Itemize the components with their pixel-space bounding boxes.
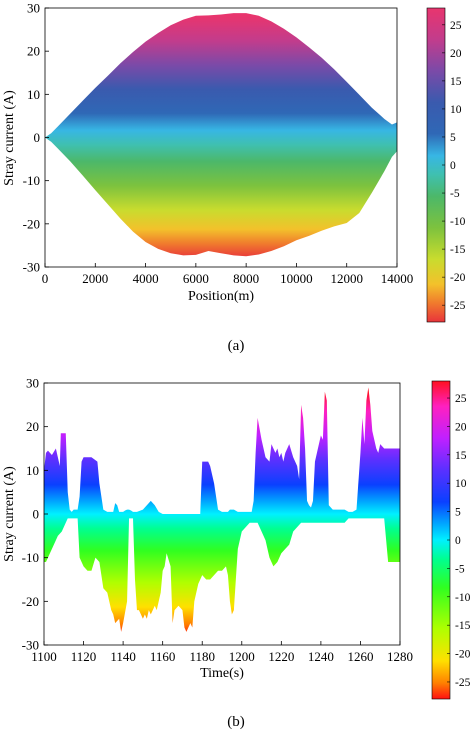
chart-a-y-axis: -30 -20 -10 0 10 20 30 <box>23 1 49 275</box>
x-tick-label: 10000 <box>280 271 313 286</box>
y-tick-label: 10 <box>26 463 39 478</box>
y-tick-label: -20 <box>23 216 40 231</box>
chart-a-colorbar-ticks: 25 20 15 10 5 0 -5 -10 -15 -20 -25 <box>442 20 466 312</box>
y-tick-label: 20 <box>27 44 40 59</box>
chart-b-y-axis: -30 -20 -10 0 10 20 30 <box>22 376 48 653</box>
colorbar-tick-label: -25 <box>450 300 466 312</box>
chart-b: 1100 1120 1140 1160 1180 1200 1220 1240 1260 1280… <box>2 376 471 731</box>
chart-a: 0 2000 4000 6000 8000 10000 12000 14000 -30-20-… <box>2 1 466 355</box>
chart-b-panel-label: (b) <box>227 714 245 730</box>
chart-a-xlabel: Position(m) <box>188 289 254 304</box>
colorbar-tick-label: 25 <box>450 20 462 32</box>
colorbar-tick-label: 25 <box>455 393 467 405</box>
y-tick-label: 30 <box>26 376 39 391</box>
colorbar-tick-label: -20 <box>455 649 471 661</box>
y-tick-label: -30 <box>23 260 40 275</box>
colorbar-tick-label: -15 <box>455 620 471 632</box>
y-tick-label: -10 <box>23 173 40 188</box>
stray-current-area <box>45 13 397 257</box>
x-tick-label: 1200 <box>229 649 255 664</box>
colorbar-tick-label: 10 <box>450 104 462 116</box>
chart-b-area-layer <box>44 387 400 632</box>
colorbar-tick-label: -5 <box>455 563 465 575</box>
y-tick-label: -20 <box>22 594 39 609</box>
colorbar-tick-label: 10 <box>455 478 467 490</box>
x-tick-label: 14000 <box>381 271 414 286</box>
colorbar-tick-label: -5 <box>450 188 460 200</box>
chart-b-x-axis: 1100 1120 1140 1160 1180 1200 1220 1240 1260 1280 <box>31 641 413 664</box>
y-tick-label: 0 <box>34 130 41 145</box>
chart-b-ylabel: Stray current (A) <box>2 466 17 562</box>
colorbar-tick-label: 5 <box>455 507 461 519</box>
y-tick-label: 20 <box>26 419 39 434</box>
x-tick-label: 1140 <box>110 649 136 664</box>
colorbar-tick-label: 15 <box>455 450 467 462</box>
colorbar-tick-label: -20 <box>450 272 466 284</box>
colorbar-tick-label: 20 <box>450 48 462 60</box>
x-tick-label: 1260 <box>347 649 373 664</box>
stray-current-area <box>44 387 400 632</box>
colorbar-tick-label: 20 <box>455 421 467 433</box>
colorbar-tick-label: -10 <box>450 216 466 228</box>
colorbar-tick-label: 0 <box>450 160 456 172</box>
colorbar-tick-label: -25 <box>455 677 471 689</box>
colorbar-tick-label: -10 <box>455 592 471 604</box>
x-tick-label: 1180 <box>189 649 215 664</box>
x-tick-label: 1120 <box>71 649 97 664</box>
x-tick-label: 1100 <box>31 649 57 664</box>
colorbar-tick-label: -15 <box>450 244 466 256</box>
y-tick-label: 30 <box>27 1 40 16</box>
y-tick-label: 0 <box>33 507 40 522</box>
x-tick-label: 2000 <box>82 271 108 286</box>
x-tick-label: 1240 <box>308 649 334 664</box>
y-tick-label: -30 <box>22 638 39 653</box>
colorbar-tick-label: 0 <box>455 535 461 547</box>
x-tick-label: 0 <box>42 271 49 286</box>
x-tick-label: 12000 <box>330 271 363 286</box>
chart-a-area-layer <box>45 13 397 257</box>
x-tick-label: 8000 <box>233 271 259 286</box>
chart-a-x-axis: 0 2000 4000 6000 8000 10000 12000 14000 <box>42 263 414 286</box>
chart-b-xlabel: Time(s) <box>200 666 244 681</box>
x-tick-label: 1280 <box>387 649 413 664</box>
x-tick-label: 1160 <box>150 649 176 664</box>
chart-a-ylabel: Stray current (A) <box>2 90 17 186</box>
y-tick-label: -10 <box>22 550 39 565</box>
x-tick-label: 1220 <box>268 649 294 664</box>
y-tick-label: 10 <box>27 87 40 102</box>
x-tick-label: 4000 <box>133 271 159 286</box>
colorbar-tick-label: 15 <box>450 76 462 88</box>
chart-a-panel-label: (a) <box>228 338 245 354</box>
colorbar-tick-label: 5 <box>450 132 456 144</box>
x-tick-label: 6000 <box>183 271 209 286</box>
chart-b-colorbar-ticks: 25 20 15 10 5 0 -5 -10 -15 -20 -25 <box>447 393 471 689</box>
